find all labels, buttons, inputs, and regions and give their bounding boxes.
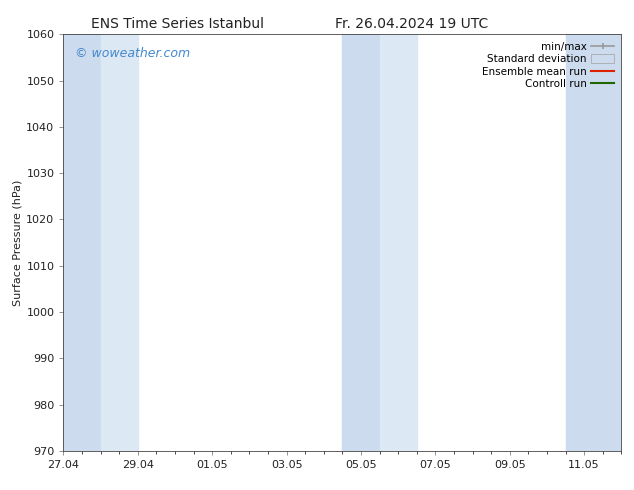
Legend: min/max, Standard deviation, Ensemble mean run, Controll run: min/max, Standard deviation, Ensemble me… xyxy=(480,40,616,92)
Text: Fr. 26.04.2024 19 UTC: Fr. 26.04.2024 19 UTC xyxy=(335,17,489,31)
Text: ENS Time Series Istanbul: ENS Time Series Istanbul xyxy=(91,17,264,31)
Bar xyxy=(566,34,621,451)
Bar xyxy=(342,34,380,451)
Bar xyxy=(380,34,417,451)
Text: © woweather.com: © woweather.com xyxy=(75,47,190,60)
Y-axis label: Surface Pressure (hPa): Surface Pressure (hPa) xyxy=(12,179,22,306)
Bar xyxy=(101,34,138,451)
Bar xyxy=(63,34,101,451)
